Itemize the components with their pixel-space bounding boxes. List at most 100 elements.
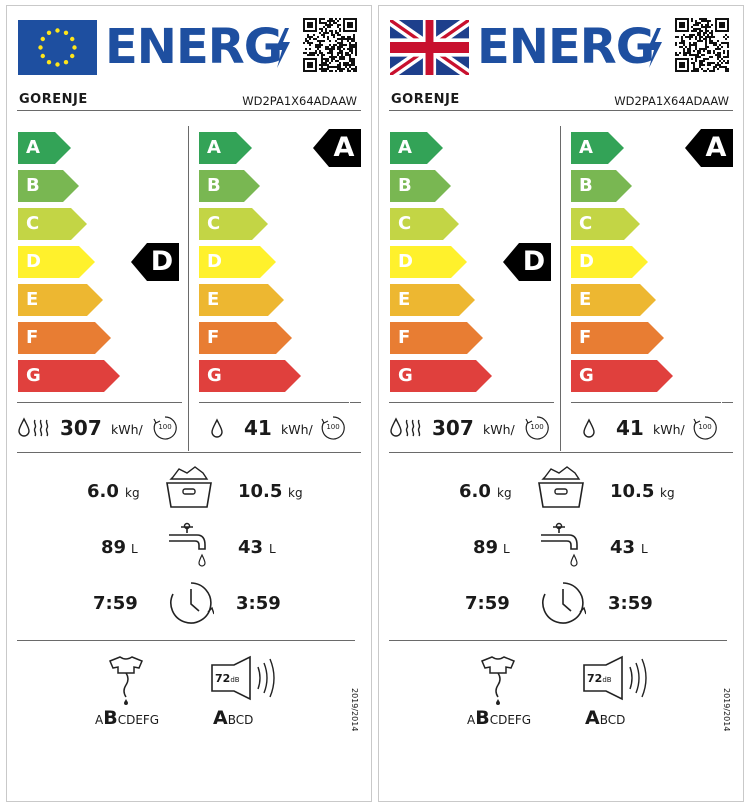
class-indicator-arrow: A (685, 129, 733, 167)
class-indicator-letter: A (705, 132, 727, 163)
cycles-value: 100 (326, 423, 340, 431)
scale-letter: C (579, 213, 593, 234)
eu-star (55, 28, 60, 33)
scale-bar-b: B (390, 170, 451, 202)
uk-flag-icon (390, 20, 469, 75)
wash-only-energy-value: 41 (616, 416, 644, 440)
scale-letter: D (579, 251, 594, 272)
noise-class-scale: ABCD (213, 707, 254, 729)
clock-icon (542, 582, 586, 624)
wash-dry-duration-value: 3:59 (236, 593, 281, 614)
scale-letter: F (207, 327, 220, 348)
divider (199, 402, 349, 403)
noise-speaker-icon (583, 655, 647, 701)
eu-star (63, 30, 69, 35)
cycles-value: 100 (698, 423, 712, 431)
scale-letter: E (398, 289, 411, 310)
divider (350, 402, 361, 403)
water-tap-icon (541, 522, 578, 567)
divider (389, 640, 727, 641)
wash-only-capacity-value: 6.0 (87, 481, 119, 502)
water-unit: L (269, 542, 276, 556)
water-unit: L (131, 542, 138, 556)
scale-letter: G (579, 365, 594, 386)
noise-speaker-icon (211, 655, 275, 701)
scale-bar-f: F (18, 322, 111, 354)
laundry-basket-icon (538, 466, 584, 508)
class-indicator-letter: A (333, 132, 355, 163)
laundry-basket-icon (166, 466, 212, 508)
scale-bar-a: A (199, 132, 252, 164)
cycles-icon (525, 416, 549, 440)
noise-class-scale: ABCD (585, 707, 626, 729)
eu-star (40, 36, 45, 42)
scale-letter: G (207, 365, 222, 386)
scale-bar-c: C (18, 208, 87, 240)
energy-unit: kWh/ (111, 422, 143, 437)
scale-bar-g: G (571, 360, 673, 392)
wash-only-cycle-icon (211, 418, 223, 438)
wash-only-water-value: 89 (101, 537, 127, 558)
water-unit: L (503, 542, 510, 556)
scale-bar-g: G (18, 360, 120, 392)
clock-icon (170, 582, 214, 624)
lightning-bolt-icon (647, 28, 662, 68)
scale-letter: C (26, 213, 40, 234)
wash-only-duration-value: 7:59 (93, 593, 138, 614)
capacity-unit: kg (660, 486, 675, 500)
eu-star (46, 30, 52, 35)
eu-star (63, 60, 69, 65)
scale-bar-f: F (390, 322, 483, 354)
wash-dry-energy-value: 307 (60, 416, 102, 440)
water-unit: L (641, 542, 648, 556)
eu-star (70, 36, 75, 42)
spin-drying-class-scale: ABCDEFG (467, 707, 532, 729)
scale-bar-a: A (390, 132, 443, 164)
divider (17, 110, 361, 111)
spin-drying-class-scale: ABCDEFG (95, 707, 160, 729)
divider (571, 402, 721, 403)
cycles-icon (321, 416, 345, 440)
energy-title: ENERG (477, 19, 655, 75)
scale-bar-e: E (199, 284, 284, 316)
scale-bar-c: C (390, 208, 459, 240)
model-identifier: WD2PA1X64ADAAW (242, 94, 357, 108)
scale-bar-e: E (18, 284, 103, 316)
scale-bar-b: B (199, 170, 260, 202)
supplier-name: GORENJE (19, 92, 88, 107)
wash-only-cycle-icon (583, 418, 595, 438)
eu-star (72, 45, 77, 50)
scale-letter: C (207, 213, 221, 234)
scale-letter: B (398, 175, 412, 196)
cycles-value: 100 (530, 423, 544, 431)
wash-dry-capacity-value: 10.5 (610, 481, 655, 502)
cycles-icon (693, 416, 717, 440)
energy-unit: kWh/ (653, 422, 685, 437)
eu-star (40, 53, 45, 59)
scale-letter: D (398, 251, 413, 272)
scale-bar-d: D (571, 246, 648, 278)
wash-dry-cycle-icon (390, 417, 421, 437)
eu-star (55, 62, 60, 67)
scale-bar-b: B (18, 170, 79, 202)
wash-only-capacity-value: 6.0 (459, 481, 491, 502)
wash-dry-cycle-icon (18, 417, 49, 437)
class-indicator-arrow: A (313, 129, 361, 167)
scale-letter: F (26, 327, 39, 348)
capacity-unit: kg (288, 486, 303, 500)
scale-bar-a: A (18, 132, 71, 164)
supplier-name: GORENJE (391, 92, 460, 107)
energy-unit: kWh/ (483, 422, 515, 437)
scale-bar-d: D (18, 246, 95, 278)
qr-code-icon (675, 18, 729, 72)
scale-letter: A (398, 137, 412, 158)
scale-bar-e: E (390, 284, 475, 316)
capacity-unit: kg (497, 486, 512, 500)
scale-letter: G (398, 365, 413, 386)
qr-code-icon (303, 18, 357, 72)
divider (17, 402, 182, 403)
model-identifier: WD2PA1X64ADAAW (614, 94, 729, 108)
divider (17, 640, 355, 641)
